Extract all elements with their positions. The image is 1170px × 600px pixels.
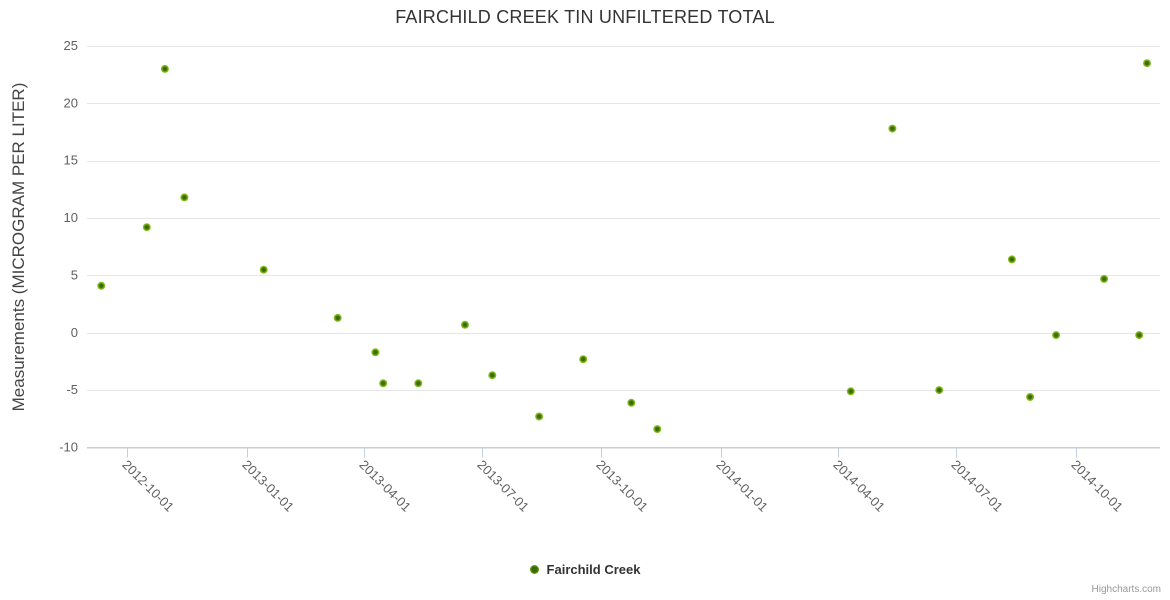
data-point[interactable] [935, 386, 944, 395]
x-tick-label: 2012-10-01 [119, 457, 177, 515]
x-tick-label: 2014-04-01 [830, 457, 888, 515]
legend-label: Fairchild Creek [546, 562, 641, 577]
y-tick-label: -10 [59, 440, 78, 455]
data-point[interactable] [1007, 255, 1016, 264]
data-points [97, 59, 1151, 434]
x-tick-label: 2013-10-01 [593, 457, 651, 515]
x-tick-label: 2013-01-01 [239, 457, 297, 515]
data-point[interactable] [259, 265, 268, 274]
data-point[interactable] [888, 124, 897, 133]
chart-title: FAIRCHILD CREEK TIN UNFILTERED TOTAL [395, 7, 775, 27]
data-point[interactable] [333, 313, 342, 322]
data-point[interactable] [379, 379, 388, 388]
x-tick-label: 2014-07-01 [948, 457, 1006, 515]
credits-link[interactable]: Highcharts.com [1091, 584, 1161, 595]
data-point[interactable] [653, 425, 662, 434]
data-point[interactable] [414, 379, 423, 388]
data-point[interactable] [1143, 59, 1151, 68]
y-tick-label: 20 [64, 95, 78, 110]
axis-labels: 25 20 15 10 5 0 -5 -10 2012-10-01 2013-01-01 2013-… [59, 38, 1126, 515]
data-point[interactable] [371, 348, 380, 357]
data-point[interactable] [846, 387, 855, 396]
y-tick-label: 15 [64, 153, 78, 168]
data-point[interactable] [579, 355, 588, 364]
data-point[interactable] [97, 281, 106, 290]
legend: Fairchild Creek [0, 562, 1170, 577]
data-point[interactable] [1100, 274, 1109, 283]
data-point[interactable] [627, 398, 636, 407]
data-point[interactable] [1026, 393, 1035, 401]
x-tick-label: 2014-01-01 [713, 457, 771, 515]
data-point[interactable] [160, 64, 169, 73]
gridlines [87, 46, 1160, 449]
legend-item-fairchild-creek[interactable]: Fairchild Creek [529, 562, 641, 577]
series-marker-icon [529, 565, 539, 574]
x-tick-label: 2013-04-01 [356, 457, 414, 515]
x-tick-label: 2013-07-01 [474, 457, 532, 515]
y-tick-label: 25 [64, 38, 78, 53]
data-point[interactable] [142, 223, 151, 232]
y-tick-label: 5 [71, 267, 78, 282]
x-tick-label: 2014-10-01 [1068, 457, 1126, 515]
x-axis [87, 447, 1160, 458]
data-point[interactable] [535, 412, 544, 421]
data-point[interactable] [488, 371, 497, 380]
y-axis-title: Measurements (MICROGRAM PER LITER) [9, 83, 28, 412]
y-tick-label: 0 [71, 325, 78, 340]
y-tick-label: -5 [66, 382, 78, 397]
data-point[interactable] [461, 320, 469, 329]
data-point[interactable] [180, 193, 189, 202]
y-tick-label: 10 [64, 210, 78, 225]
data-point[interactable] [1135, 331, 1144, 340]
data-point[interactable] [1052, 331, 1061, 340]
